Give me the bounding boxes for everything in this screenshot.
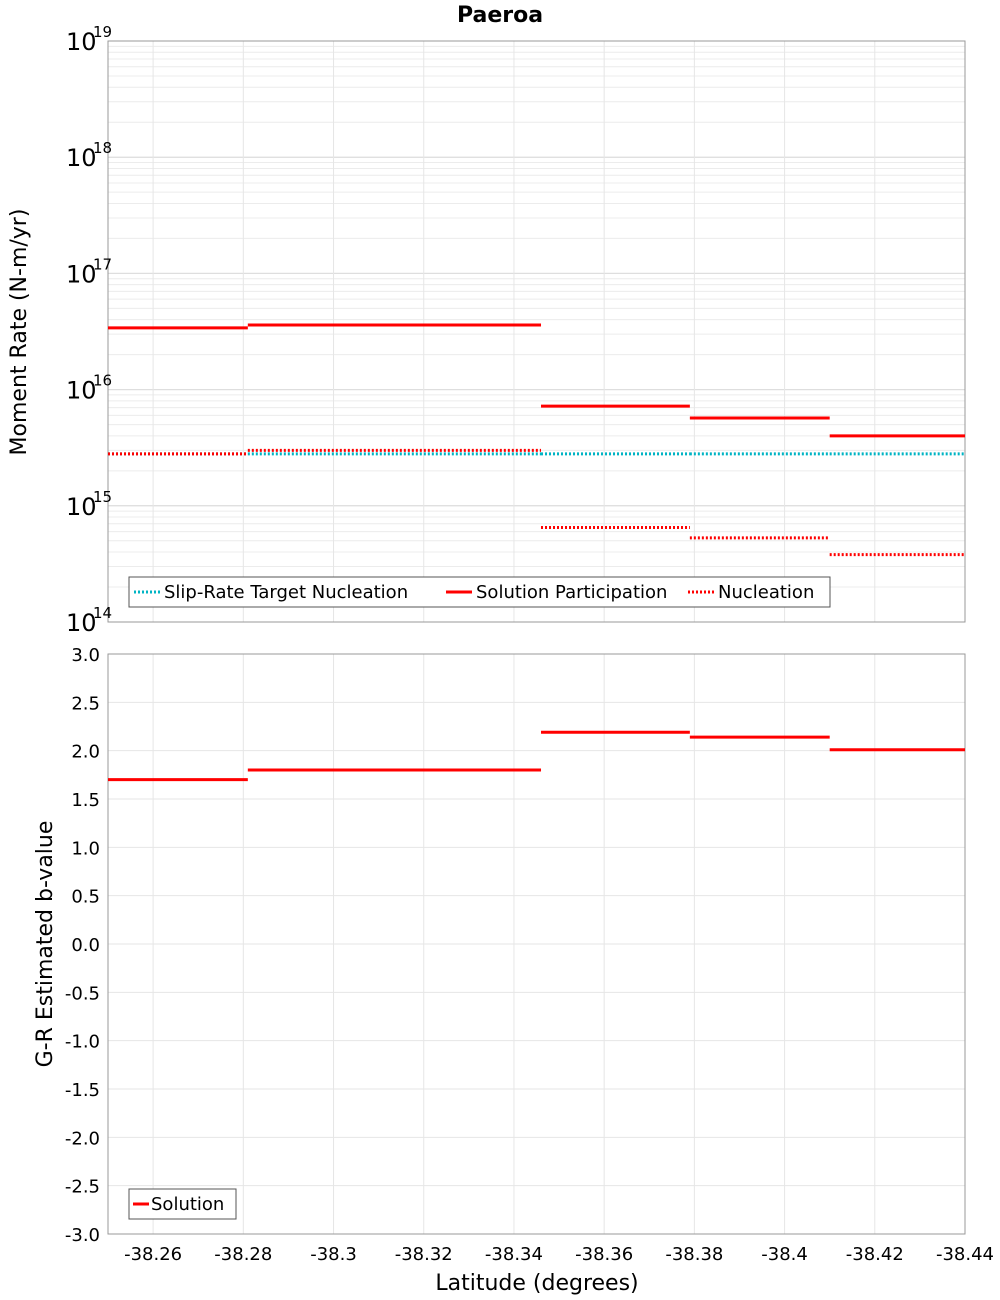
y-tick-label: 10 [66, 260, 97, 288]
x-tick-label: -38.32 [395, 1244, 453, 1265]
x-tick-label: -38.34 [485, 1244, 543, 1265]
moment-rate-y-axis-label: Moment Rate (N-m/yr) [7, 209, 32, 456]
legend-box [128, 576, 831, 608]
legend-label: Solution [151, 1194, 224, 1215]
x-tick-label: -38.42 [846, 1244, 904, 1265]
x-tick-label: -38.36 [575, 1244, 633, 1265]
y-tick-label: 1.0 [71, 838, 100, 859]
y-tick-label: 2.0 [71, 742, 100, 763]
x-tick-label: -38.26 [124, 1244, 182, 1265]
y-tick-label: -1.0 [65, 1032, 100, 1053]
y-tick-label: -2.5 [65, 1177, 100, 1198]
x-tick-label: -38.28 [214, 1244, 272, 1265]
chart-title: Paeroa [457, 3, 543, 28]
x-tick-label: -38.3 [310, 1244, 357, 1265]
moment-rate-grid [108, 40, 966, 623]
moment-rate-legend: Slip-Rate Target Nucleation Solution Part… [128, 576, 831, 608]
b-value-series [108, 730, 965, 782]
y-tick-label: 0.0 [71, 935, 100, 956]
x-tick-label: -38.38 [665, 1244, 723, 1265]
y-tick-label: -1.5 [65, 1080, 100, 1101]
y-tick-label: 10 [66, 144, 97, 172]
moment-rate-series [108, 323, 965, 557]
legend-label: Slip-Rate Target Nucleation [164, 582, 408, 603]
x-tick-label: -38.4 [761, 1244, 808, 1265]
y-tick-label: 2.5 [71, 693, 100, 714]
x-tick-label: -38.44 [936, 1244, 994, 1265]
y-tick-label: 10 [66, 377, 97, 405]
x-axis-label: Latitude (degrees) [435, 1271, 638, 1296]
y-tick-exponent: 18 [93, 139, 112, 157]
y-tick-label: -3.0 [65, 1225, 100, 1246]
y-tick-label: 10 [66, 28, 97, 56]
b-value-panel: -3.0 -2.5 -2.0 -1.5 -1.0 -0.5 0.0 0.5 1.0 1.5 2.0 2… [33, 645, 966, 1246]
legend-label: Solution Participation [476, 582, 667, 603]
b-value-y-axis-label: G-R Estimated b-value [33, 821, 58, 1068]
y-tick-exponent: 17 [93, 255, 112, 273]
legend-label: Nucleation [718, 582, 814, 603]
b-value-plot-frame [107, 653, 966, 1235]
y-tick-label: 0.5 [71, 887, 100, 908]
y-tick-label: 3.0 [71, 645, 100, 666]
x-axis-ticks: -38.26 -38.28 -38.3 -38.32 -38.34 -38.36 -38.3… [124, 1244, 994, 1265]
b-value-grid [108, 653, 966, 1235]
y-tick-exponent: 19 [93, 23, 112, 41]
b-value-y-ticks: -3.0 -2.5 -2.0 -1.5 -1.0 -0.5 0.0 0.5 1.0 1.5 2.0 2… [65, 645, 100, 1246]
b-value-legend: Solution [128, 1188, 237, 1220]
y-tick-label: 10 [66, 609, 97, 637]
y-tick-label: 10 [66, 493, 97, 521]
y-tick-exponent: 14 [93, 604, 112, 622]
y-tick-label: 1.5 [71, 790, 100, 811]
y-tick-label: -0.5 [65, 983, 100, 1004]
y-tick-label: -2.0 [65, 1128, 100, 1149]
y-tick-exponent: 16 [93, 372, 112, 390]
y-tick-exponent: 15 [93, 488, 112, 506]
moment-rate-plot-frame [107, 40, 966, 623]
